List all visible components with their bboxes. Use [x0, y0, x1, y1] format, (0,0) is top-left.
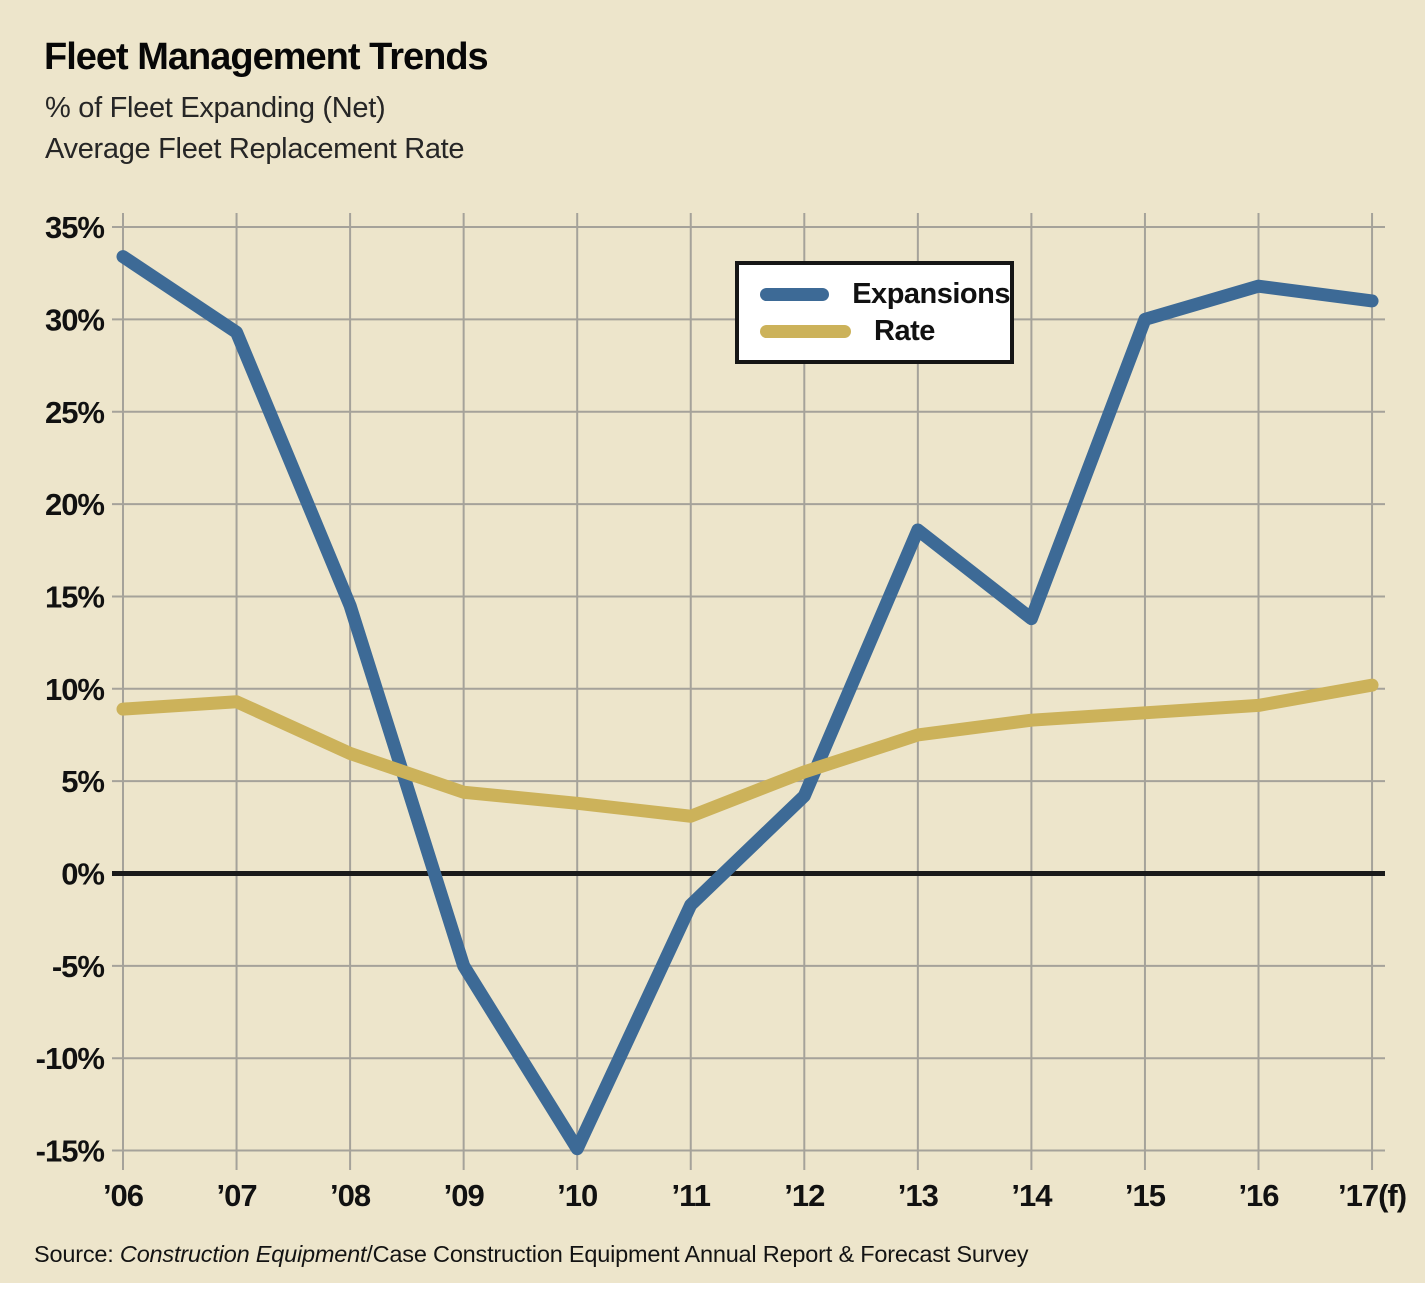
y-axis-tick-label: 5%: [61, 764, 104, 799]
x-axis-tick-label: ’11: [672, 1178, 711, 1213]
y-axis-tick-label: 30%: [45, 302, 104, 337]
subtitle-line-1: % of Fleet Expanding (Net): [45, 92, 386, 124]
x-axis-tick-label: ’06: [103, 1178, 144, 1213]
y-axis-tick-label: -5%: [52, 949, 105, 984]
page-bottom-margin: [0, 1283, 1425, 1300]
page-title: Fleet Management Trends: [44, 36, 489, 78]
legend-label-expansions: Expansions: [852, 277, 1010, 310]
y-axis-tick-label: 0%: [61, 857, 104, 892]
rate-line: [116, 678, 1379, 823]
chart-subtitle: % of Fleet Expanding (Net) Average Fleet…: [45, 88, 465, 170]
rate-line-swatch: [760, 324, 851, 338]
subtitle-line-2: Average Fleet Replacement Rate: [45, 133, 465, 165]
legend-label-rate: Rate: [874, 314, 935, 347]
x-axis-tick-label: ’15: [1125, 1178, 1166, 1213]
y-axis-tick-label: -10%: [36, 1041, 105, 1076]
x-axis-tick-label: ’08: [330, 1178, 371, 1213]
legend-item-rate: Rate: [760, 314, 1010, 347]
x-axis-tick-label: ’17(f): [1338, 1178, 1406, 1213]
source-prefix: Source:: [34, 1241, 120, 1267]
y-axis-tick-label: 15%: [45, 579, 104, 614]
y-axis-tick-label: -15%: [36, 1134, 105, 1169]
source-publication: Construction Equipment: [119, 1241, 367, 1267]
x-axis-tick-label: ’07: [216, 1178, 256, 1213]
y-axis-tick-label: 25%: [45, 395, 104, 430]
expansions-line: [116, 250, 1379, 1156]
legend-item-expansions: Expansions: [760, 277, 1010, 310]
y-axis-tick-label: 35%: [45, 210, 104, 245]
x-axis-tick-label: ’13: [898, 1178, 939, 1213]
x-axis-tick-label: ’14: [1011, 1178, 1053, 1213]
source-rest: /Case Construction Equipment Annual Repo…: [366, 1241, 1029, 1267]
source-credit: Source: Construction Equipment/Case Cons…: [34, 1241, 1029, 1268]
expansions-line-swatch: [760, 287, 830, 301]
chart-legend: Expansions Rate: [735, 261, 1014, 364]
y-axis-tick-label: 10%: [45, 672, 104, 707]
x-axis-tick-label: ’10: [557, 1178, 597, 1213]
y-axis-tick-label: 20%: [45, 487, 104, 522]
x-axis-tick-label: ’09: [444, 1178, 485, 1213]
x-axis-tick-label: ’12: [784, 1178, 824, 1213]
x-axis-tick-label: ’16: [1238, 1178, 1279, 1213]
